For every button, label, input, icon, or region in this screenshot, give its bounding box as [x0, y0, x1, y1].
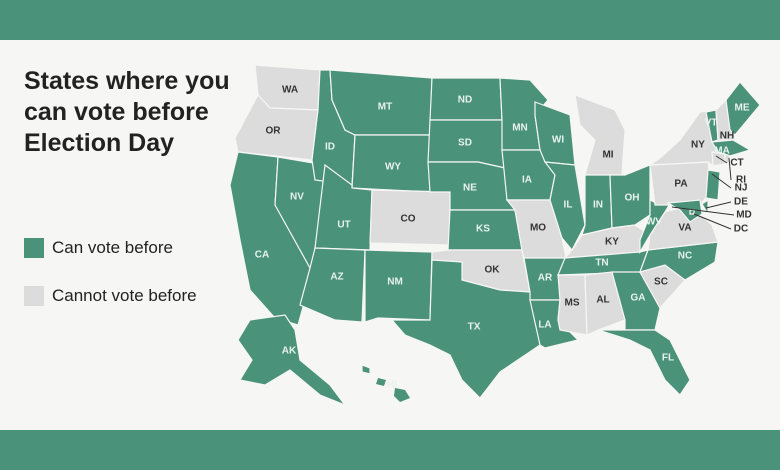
state-label-sc: SC	[654, 277, 668, 288]
state-label-de: DE	[734, 197, 748, 208]
state-label-ut: UT	[337, 220, 350, 231]
state-label-tx: TX	[468, 322, 481, 333]
state-label-mo: MO	[530, 223, 546, 234]
state-label-nm: NM	[387, 277, 403, 288]
state-label-ca: CA	[255, 250, 269, 261]
state-md	[666, 199, 703, 223]
state-label-ak: AK	[282, 346, 297, 357]
state-label-vt: VT	[705, 118, 718, 129]
state-label-mi: MI	[602, 150, 613, 161]
state-label-oh: OH	[625, 193, 640, 204]
state-label-nv: NV	[290, 192, 304, 203]
state-label-ks: KS	[476, 224, 490, 235]
leader-line-ri	[728, 157, 732, 181]
state-label-ma: MA	[714, 146, 730, 157]
top-banner	[0, 0, 780, 40]
state-hi-island	[394, 388, 410, 402]
state-hi-island	[376, 378, 386, 386]
state-label-wa: WA	[282, 85, 298, 96]
state-label-me: ME	[735, 103, 750, 114]
legend-cannot: Cannot vote before	[24, 286, 197, 306]
state-label-ia: IA	[522, 175, 532, 186]
state-label-wv: WV	[646, 217, 662, 228]
legend-label-can: Can vote before	[52, 238, 173, 257]
state-label-mn: MN	[512, 123, 528, 134]
state-label-az: AZ	[330, 272, 343, 283]
state-label-va: VA	[678, 223, 691, 234]
state-mi	[574, 94, 626, 176]
state-label-pa: PA	[674, 179, 687, 190]
bottom-banner	[0, 430, 780, 470]
legend-swatch-can	[24, 238, 44, 258]
state-il	[543, 161, 586, 252]
state-fl	[597, 329, 691, 396]
state-tx	[390, 259, 541, 399]
state-label-ct: CT	[730, 158, 743, 169]
state-label-al: AL	[596, 295, 609, 306]
state-wv	[639, 198, 674, 255]
leader-line-dc	[693, 213, 732, 230]
state-label-dc: DC	[734, 224, 748, 235]
state-label-ny: NY	[691, 140, 705, 151]
state-me	[725, 81, 761, 136]
state-label-nd: ND	[458, 95, 472, 106]
state-ri	[724, 153, 731, 165]
legend-label-cannot: Cannot vote before	[52, 286, 197, 305]
state-label-ri: RI	[736, 175, 746, 186]
state-label-hi: HI	[387, 380, 397, 391]
state-label-wi: WI	[552, 135, 564, 146]
leader-line-nj	[711, 173, 732, 189]
state-label-or: OR	[266, 126, 282, 137]
state-label-ga: GA	[631, 293, 646, 304]
state-label-tn: TN	[595, 258, 608, 269]
state-dc	[689, 209, 695, 215]
legend-can: Can vote before	[24, 238, 173, 258]
state-label-ky: KY	[605, 237, 619, 248]
state-label-la: LA	[538, 320, 551, 331]
state-label-wy: WY	[385, 162, 401, 173]
state-label-id: ID	[325, 142, 335, 153]
state-label-nc: NC	[678, 251, 692, 262]
state-label-md: MD	[736, 210, 752, 221]
leader-line-md	[671, 206, 735, 216]
state-label-ne: NE	[463, 183, 477, 194]
state-label-mt: MT	[378, 102, 392, 113]
state-label-ar: AR	[538, 273, 553, 284]
state-nm	[364, 249, 433, 323]
leader-line-ct	[715, 155, 728, 164]
state-label-nh: NH	[720, 131, 734, 142]
state-label-co: CO	[401, 214, 416, 225]
state-label-sd: SD	[458, 138, 472, 149]
state-label-in: IN	[593, 200, 603, 211]
state-label-ms: MS	[565, 298, 580, 309]
leader-line-de	[705, 201, 732, 209]
state-al	[584, 271, 626, 336]
state-label-ok: OK	[485, 265, 501, 276]
state-hi	[361, 364, 371, 375]
state-label-nj: NJ	[735, 183, 748, 194]
state-ak	[237, 314, 347, 407]
state-label-fl: FL	[662, 353, 674, 364]
state-label-il: IL	[564, 200, 573, 211]
state-ma	[710, 139, 752, 157]
map-title: States where you can vote before Electio…	[24, 67, 230, 157]
state-de	[701, 198, 709, 217]
legend-swatch-cannot	[24, 286, 44, 306]
